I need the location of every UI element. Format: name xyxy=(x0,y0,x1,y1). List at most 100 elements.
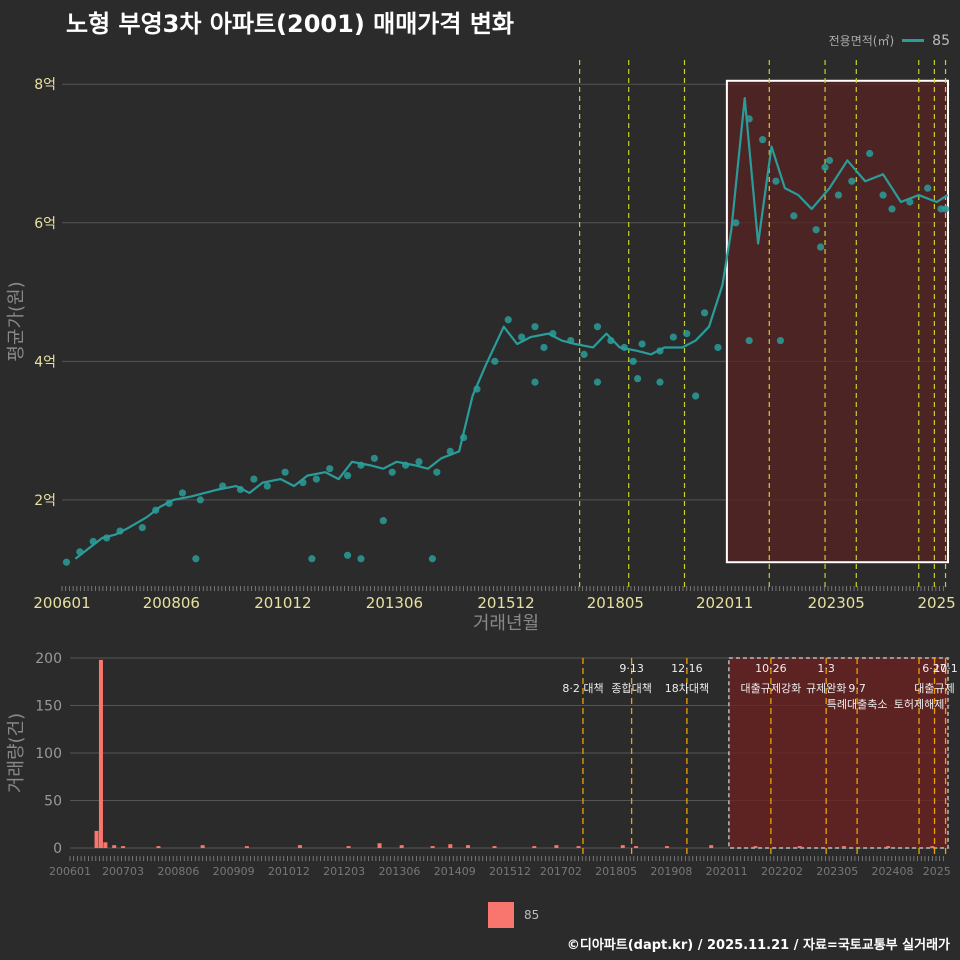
price-point xyxy=(504,316,512,324)
price-point xyxy=(460,433,468,442)
bottom-highlight-box xyxy=(728,657,949,849)
policy-annotation: 6·27 xyxy=(922,662,947,675)
price-point xyxy=(732,219,740,227)
top-highlight-box xyxy=(725,79,949,564)
volume-bar xyxy=(121,846,126,848)
price-point xyxy=(834,191,843,199)
policy-annotation: 9·7 xyxy=(848,682,866,695)
bottom-x-tick-label: 201702 xyxy=(540,865,582,878)
price-point xyxy=(299,478,307,487)
bottom-x-tick-label: 201805 xyxy=(595,865,637,878)
price-point xyxy=(357,555,365,563)
price-point xyxy=(531,323,539,331)
price-point xyxy=(848,177,856,185)
top-y-tick-label: 4억 xyxy=(34,354,56,370)
price-point xyxy=(879,191,887,199)
price-point xyxy=(116,527,124,535)
price-point xyxy=(906,198,914,206)
price-point xyxy=(219,482,227,490)
bottom-x-tick-label: 202305 xyxy=(816,865,858,878)
price-point xyxy=(357,461,365,469)
top-x-tick-label: 202011 xyxy=(696,594,753,612)
volume-bar xyxy=(886,846,891,848)
volume-bar xyxy=(244,846,249,848)
top-x-tick-label: 201805 xyxy=(587,594,644,612)
top-y-tick-label: 2억 xyxy=(34,493,56,509)
price-point xyxy=(714,343,722,352)
price-point xyxy=(888,205,896,213)
price-point xyxy=(629,357,637,365)
bottom-x-tick-label: 201908 xyxy=(650,865,692,878)
volume-bar xyxy=(156,846,161,848)
top-x-tick-label: 202305 xyxy=(808,594,865,612)
bottom-y-tick-label: 0 xyxy=(53,841,62,857)
price-point xyxy=(638,340,646,348)
price-point xyxy=(178,489,187,497)
price-point xyxy=(415,458,423,466)
price-point xyxy=(312,475,320,483)
price-point xyxy=(580,350,588,359)
volume-bar xyxy=(399,845,404,848)
volume-bar xyxy=(797,846,802,848)
volume-bar xyxy=(576,846,581,848)
bottom-x-tick-label: 202408 xyxy=(872,865,914,878)
price-point xyxy=(812,226,820,234)
price-point xyxy=(281,468,289,476)
policy-annotation: 10·26 xyxy=(755,662,787,675)
price-point xyxy=(491,357,499,365)
bottom-x-tick-label: 201512 xyxy=(489,865,531,878)
bottom-x-tick-label: 200703 xyxy=(102,865,144,878)
volume-bar xyxy=(841,846,846,848)
legend-top: 전용면적(㎡) 85 xyxy=(829,32,950,49)
bottom-x-tick-label: 202011 xyxy=(706,865,748,878)
top-x-tick-label: 2025 xyxy=(918,594,956,612)
policy-annotation: 종합대책 xyxy=(611,682,651,695)
policy-annotation: 특례대출축소 xyxy=(827,698,888,711)
chart-title: 노형 부영3차 아파트(2001) 매매가격 변화 xyxy=(66,10,514,38)
price-point xyxy=(343,551,352,559)
policy-annotation: 대출규제 xyxy=(914,682,954,695)
price-point xyxy=(607,336,615,345)
bottom-x-tick-label: 201203 xyxy=(323,865,365,878)
price-point xyxy=(343,472,352,480)
volume-bar xyxy=(377,843,382,848)
legend-top-label: 전용면적(㎡) xyxy=(828,34,895,48)
price-point xyxy=(816,243,825,251)
price-point xyxy=(192,555,200,563)
price-point xyxy=(634,375,642,383)
bottom-y-tick-label: 100 xyxy=(35,746,62,762)
price-point xyxy=(379,517,387,525)
price-point xyxy=(772,177,780,185)
price-point xyxy=(790,212,798,220)
policy-annotation: 토허제해제 xyxy=(894,697,945,711)
top-y-axis-title: 평균가(원) xyxy=(6,281,27,361)
price-point xyxy=(308,555,316,563)
volume-bar xyxy=(200,845,205,848)
price-point xyxy=(924,184,932,192)
price-point xyxy=(89,537,97,546)
volume-bar xyxy=(98,659,103,848)
bottom-x-tick-label: 201409 xyxy=(434,865,476,878)
price-point xyxy=(76,548,84,556)
bottom-y-tick-label: 200 xyxy=(35,651,62,667)
price-point xyxy=(825,156,834,165)
price-point xyxy=(549,330,557,338)
policy-annotation: 18차대책 xyxy=(665,682,709,695)
volume-bar xyxy=(297,845,302,848)
price-point xyxy=(370,454,378,462)
volume-bar xyxy=(346,846,351,848)
price-point xyxy=(656,347,664,355)
price-point xyxy=(388,468,396,476)
price-point xyxy=(326,465,334,473)
price-point xyxy=(250,475,258,483)
price-point xyxy=(152,506,160,514)
bottom-x-tick-label: 202202 xyxy=(761,865,803,878)
price-point xyxy=(758,136,767,144)
price-line xyxy=(74,96,949,560)
volume-bar xyxy=(554,845,559,848)
price-point xyxy=(263,482,271,490)
policy-annotation: 10·1 xyxy=(933,662,958,675)
price-point xyxy=(433,468,441,476)
legend-bar-swatch xyxy=(488,902,514,928)
